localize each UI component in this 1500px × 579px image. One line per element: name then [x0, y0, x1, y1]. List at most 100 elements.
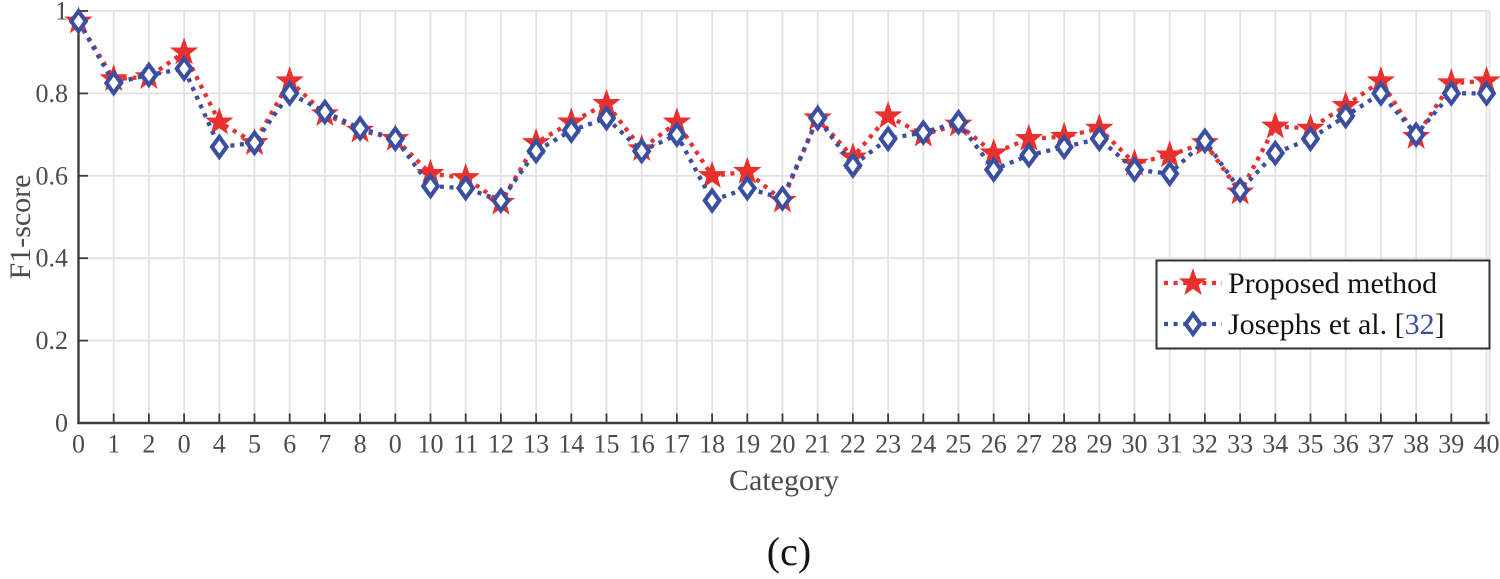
data-point-marker	[1195, 127, 1215, 155]
data-point-marker	[1300, 125, 1321, 153]
data-point-marker	[455, 174, 476, 202]
x-tick-label: 26	[981, 430, 1007, 459]
data-point-marker	[350, 114, 370, 142]
legend-entry-josephs: Josephs et al. [32]	[1164, 308, 1445, 341]
data-point-marker	[1261, 111, 1290, 139]
x-tick-label: 38	[1403, 430, 1429, 459]
legend-diamond-icon	[1183, 310, 1203, 338]
x-tick-label: 29	[1086, 430, 1112, 459]
data-point-marker	[1335, 102, 1356, 130]
legend-label-josephs: Josephs et al. [32]	[1228, 308, 1445, 341]
legend-star-icon	[1178, 268, 1208, 296]
data-point-marker	[139, 61, 159, 89]
data-point-marker	[103, 69, 124, 97]
x-tick-label: 19	[734, 430, 760, 459]
y-tick-label: 1	[55, 0, 68, 26]
data-point-marker	[1371, 79, 1391, 107]
x-tick-label: 11	[453, 430, 478, 459]
data-point-marker	[1476, 79, 1497, 107]
x-tick-label: 4	[213, 430, 226, 459]
y-tick-label: 0.4	[36, 244, 69, 273]
data-point-marker	[983, 156, 1004, 184]
series-line	[76, 20, 1487, 206]
plot-area: 0 1 2 0 4 5 6 7 8 0 10 11 12 13 14 15 16 17 18 19 20 21 22 23 24…	[36, 0, 1500, 459]
x-tick-label: 27	[1016, 430, 1042, 459]
data-point-marker	[913, 119, 934, 147]
data-point-marker	[526, 137, 546, 165]
subplot-caption: (c)	[767, 529, 811, 574]
x-tick-label: 22	[840, 430, 866, 459]
y-axis-label: F1-score	[4, 175, 37, 280]
x-tick-label: 40	[1474, 430, 1500, 459]
x-tick-label: 2	[142, 430, 155, 459]
data-point-marker	[209, 133, 230, 161]
x-tick-label: 24	[910, 430, 936, 459]
data-point-marker	[315, 98, 335, 126]
data-point-marker	[244, 129, 265, 157]
data-point-marker	[205, 107, 234, 135]
data-point-marker	[697, 160, 727, 188]
data-point-marker	[948, 108, 969, 136]
data-point-marker	[702, 187, 722, 214]
y-tick-label: 0.8	[36, 79, 69, 108]
legend-label-josephs-text: Josephs et al. [	[1228, 308, 1405, 341]
x-tick-label: 37	[1368, 430, 1394, 459]
x-tick-label: 7	[318, 430, 331, 459]
y-tick-label: 0	[55, 409, 68, 438]
data-point-marker	[873, 101, 903, 129]
x-tick-label: 32	[1192, 430, 1218, 459]
x-tick-label: 10	[418, 430, 444, 459]
data-point-marker	[878, 125, 898, 153]
x-tick-label: 23	[875, 430, 901, 459]
x-tick-label: 16	[629, 430, 655, 459]
data-point-marker	[1089, 125, 1110, 153]
data-point-marker	[737, 174, 758, 202]
x-tick-label: 30	[1122, 430, 1148, 459]
x-tick-label: 39	[1438, 430, 1464, 459]
data-point-marker	[1019, 141, 1039, 169]
data-point-marker	[1230, 176, 1250, 204]
data-point-marker	[807, 104, 828, 132]
x-tick-label: 18	[699, 430, 725, 459]
series-josephs	[68, 7, 1497, 214]
data-point-marker	[772, 184, 793, 212]
x-tick-label: 35	[1298, 430, 1324, 459]
citation-number: 32	[1405, 308, 1435, 341]
data-point-marker	[1159, 160, 1180, 188]
legend-label-josephs-bracket: ]	[1435, 308, 1445, 341]
data-point-marker	[1054, 133, 1074, 161]
x-tick-label: 0	[178, 430, 191, 459]
x-tick-label: 0	[389, 430, 402, 459]
x-tick-label: 12	[488, 430, 514, 459]
data-point-marker	[1265, 139, 1286, 167]
legend-label-proposed: Proposed method	[1228, 267, 1437, 300]
data-point-marker	[420, 172, 441, 200]
data-point-marker	[1124, 156, 1145, 184]
data-point-marker	[279, 79, 300, 107]
x-tick-label: 34	[1262, 430, 1288, 459]
legend-entry-proposed: Proposed method	[1164, 267, 1437, 300]
x-tick-label: 31	[1157, 430, 1183, 459]
data-point-marker	[1406, 121, 1426, 149]
data-point-marker	[667, 121, 687, 149]
data-point-marker	[68, 7, 89, 35]
x-tick-label: 21	[805, 430, 831, 459]
data-point-marker	[1441, 79, 1462, 107]
x-tick-label: 8	[354, 430, 367, 459]
x-axis-label: Category	[729, 464, 839, 497]
x-tick-label: 20	[770, 430, 796, 459]
x-tick-label: 25	[946, 430, 972, 459]
x-tick-label: 1	[107, 430, 120, 459]
y-tick-label: 0.2	[36, 326, 69, 355]
data-point-marker	[491, 187, 511, 214]
data-point-marker	[1155, 140, 1184, 168]
data-point-marker	[561, 117, 582, 144]
data-point-marker	[596, 104, 617, 132]
x-tick-label: 15	[594, 430, 620, 459]
data-point-marker	[843, 152, 863, 179]
legend-box	[1155, 259, 1491, 350]
y-tick-label: 0.6	[36, 161, 69, 190]
data-point-marker	[631, 137, 652, 165]
